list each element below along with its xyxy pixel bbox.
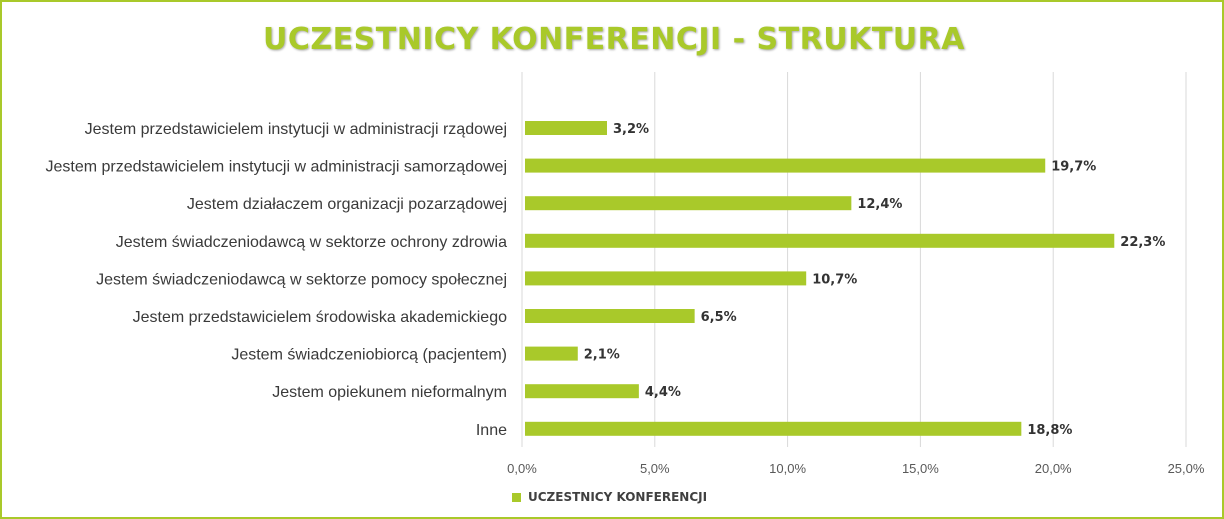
category-label: Jestem działaczem organizacji pozarządow… [187, 196, 507, 213]
data-label: 2,1% [584, 348, 620, 363]
bar [525, 121, 607, 135]
data-label: 4,4% [645, 385, 681, 400]
x-axis-ticks: 0,0% 5,0% 10,0% 15,0% 20,0% 25,0% [507, 461, 1205, 476]
category-label: Jestem przedstawicielem instytucji w adm… [85, 121, 507, 138]
bar [525, 271, 807, 286]
x-tick-label: 10,0% [769, 461, 806, 476]
bar [525, 233, 1115, 248]
legend-label: UCZESTNICY KONFERENCJI [528, 490, 708, 504]
bar [525, 346, 578, 361]
bar [525, 421, 1022, 436]
x-tick-label: 25,0% [1168, 461, 1205, 476]
data-label: 18,8% [1027, 423, 1072, 438]
bars [525, 121, 1115, 436]
data-label: 12,4% [857, 197, 902, 212]
bar [525, 309, 695, 323]
bar [525, 384, 639, 399]
category-labels: Jestem przedstawicielem instytucji w adm… [46, 121, 508, 439]
category-label: Jestem opiekunem nieformalnym [272, 384, 507, 401]
category-label: Jestem świadczeniobiorcą (pacjentem) [231, 347, 507, 364]
data-label: 3,2% [613, 122, 649, 137]
grid-lines [521, 72, 1187, 447]
category-label: Jestem przedstawicielem środowiska akade… [133, 309, 507, 326]
x-tick-label: 20,0% [1035, 461, 1072, 476]
data-label: 19,7% [1051, 160, 1096, 175]
category-label: Jestem świadczeniodawcą w sektorze pomoc… [96, 271, 507, 288]
category-label: Jestem świadczeniodawcą w sektorze ochro… [116, 234, 507, 251]
category-label: Jestem przedstawicielem instytucji w adm… [46, 159, 507, 176]
data-label: 6,5% [701, 310, 737, 325]
chart-title: UCZESTNICY KONFERENCJI - STRUKTURA [263, 22, 965, 57]
bar [525, 158, 1046, 173]
data-label: 10,7% [812, 272, 857, 287]
x-tick-label: 0,0% [507, 461, 537, 476]
x-tick-label: 15,0% [902, 461, 939, 476]
category-label: Inne [476, 422, 507, 439]
x-tick-label: 5,0% [640, 461, 670, 476]
bar [525, 196, 852, 211]
legend: UCZESTNICY KONFERENCJI [512, 488, 707, 506]
legend-swatch [512, 492, 521, 502]
data-labels: 3,2% 19,7% 12,4% 22,3% 10,7% 6,5% 2,1% 4,4% 18,8… [584, 122, 1166, 438]
data-label: 22,3% [1120, 235, 1165, 250]
